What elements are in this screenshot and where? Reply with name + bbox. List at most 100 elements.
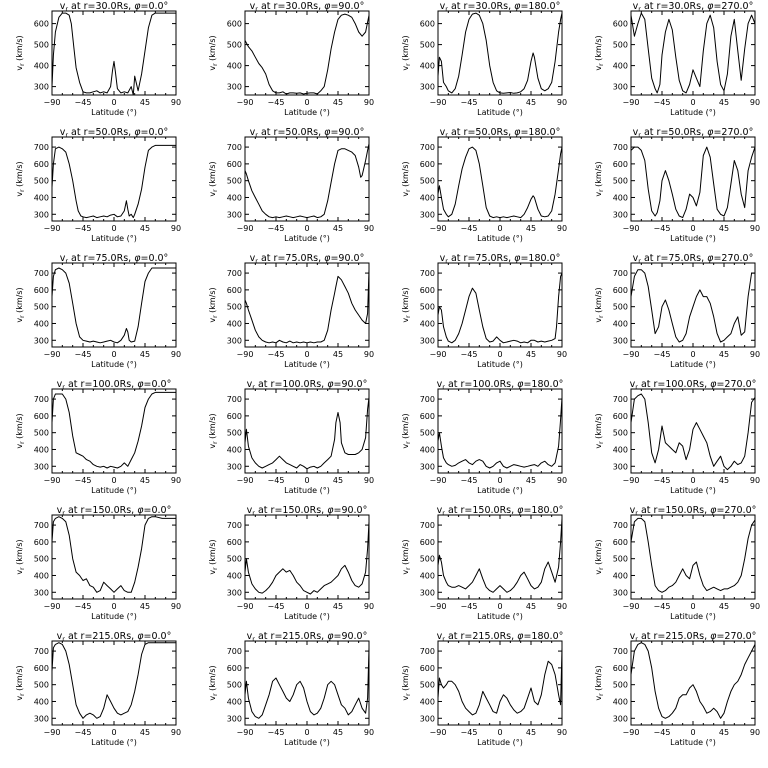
y-tick-label: 700 bbox=[34, 647, 49, 656]
x-tick-label: 0 bbox=[690, 728, 695, 737]
y-tick-label: 300 bbox=[227, 336, 242, 345]
x-tick-label: 90 bbox=[557, 602, 567, 611]
x-tick-label: 90 bbox=[750, 728, 760, 737]
x-tick-label: 90 bbox=[750, 98, 760, 107]
x-tick-label: 45 bbox=[719, 602, 729, 611]
y-tick-label: 600 bbox=[613, 538, 628, 547]
panel-r1-c2: vr at r=50.0Rs, φ=180.0° −90 −45 0 45 90 300 40… bbox=[401, 127, 567, 243]
x-tick-label: −45 bbox=[268, 224, 285, 233]
plot-frame bbox=[630, 262, 756, 348]
y-tick-label: 400 bbox=[227, 62, 242, 71]
series-line bbox=[630, 517, 756, 593]
panel-r0-c0: vr at r=30.0Rs, φ=0.0° −90 −45 0 45 90 300 400 5… bbox=[15, 1, 181, 117]
y-tick-label: 700 bbox=[613, 521, 628, 530]
x-tick-label: −90 bbox=[623, 476, 640, 485]
y-tick-label: 600 bbox=[34, 664, 49, 673]
y-tick-label: 300 bbox=[420, 714, 435, 723]
x-tick-label: −90 bbox=[623, 602, 640, 611]
panel-title: vr at r=100.0Rs, φ=90.0° bbox=[247, 379, 368, 391]
y-tick-label: 600 bbox=[34, 538, 49, 547]
y-tick-label: 300 bbox=[613, 462, 628, 471]
y-tick-label: 400 bbox=[227, 697, 242, 706]
x-tick-label: −45 bbox=[654, 350, 671, 359]
x-tick-label: −90 bbox=[44, 476, 61, 485]
x-tick-label: 90 bbox=[557, 476, 567, 485]
panel-r2-c0: vr at r=75.0Rs, φ=0.0° −90 −45 0 45 90 300 400 5… bbox=[15, 253, 181, 369]
y-tick-label: 300 bbox=[613, 336, 628, 345]
y-tick-label: 300 bbox=[34, 588, 49, 597]
series-line bbox=[437, 397, 563, 469]
y-tick-label: 400 bbox=[613, 571, 628, 580]
x-tick-label: −45 bbox=[654, 728, 671, 737]
y-tick-label: 700 bbox=[420, 395, 435, 404]
x-tick-label: 45 bbox=[140, 98, 150, 107]
x-tick-label: −90 bbox=[237, 476, 254, 485]
x-axis-label: Latitude (°) bbox=[670, 360, 716, 369]
x-tick-label: 0 bbox=[690, 602, 695, 611]
series-line bbox=[244, 397, 370, 470]
panel-r2-c2: vr at r=75.0Rs, φ=180.0° −90 −45 0 45 90 300 40… bbox=[401, 253, 567, 369]
y-tick-label: 400 bbox=[420, 62, 435, 71]
x-axis-label: Latitude (°) bbox=[670, 612, 716, 621]
y-tick-label: 400 bbox=[227, 445, 242, 454]
y-axis-label: vr (km/s) bbox=[401, 413, 412, 448]
x-tick-label: −45 bbox=[75, 224, 92, 233]
plot-frame bbox=[630, 136, 756, 222]
x-tick-label: 0 bbox=[304, 98, 309, 107]
x-tick-label: −90 bbox=[237, 728, 254, 737]
x-tick-label: 45 bbox=[333, 476, 343, 485]
plot-frame bbox=[437, 262, 563, 348]
y-tick-label: 600 bbox=[420, 160, 435, 169]
x-axis-label: Latitude (°) bbox=[477, 234, 523, 243]
x-axis-label: Latitude (°) bbox=[670, 234, 716, 243]
y-tick-label: 500 bbox=[34, 555, 49, 564]
x-tick-label: 45 bbox=[140, 728, 150, 737]
y-tick-label: 700 bbox=[613, 269, 628, 278]
y-axis-label: vr (km/s) bbox=[594, 161, 605, 196]
y-axis-label: vr (km/s) bbox=[401, 161, 412, 196]
y-tick-label: 600 bbox=[227, 664, 242, 673]
series-line bbox=[437, 12, 563, 94]
y-tick-label: 600 bbox=[227, 20, 242, 29]
x-tick-label: 0 bbox=[111, 728, 116, 737]
x-tick-label: 45 bbox=[526, 224, 536, 233]
plot-frame bbox=[244, 136, 370, 222]
y-tick-label: 300 bbox=[613, 714, 628, 723]
x-tick-label: 90 bbox=[750, 224, 760, 233]
y-tick-label: 400 bbox=[227, 319, 242, 328]
series-line bbox=[244, 13, 370, 95]
x-tick-label: −45 bbox=[268, 728, 285, 737]
panel-r5-c1: vr at r=215.0Rs, φ=90.0° −90 −45 0 45 90 300 40… bbox=[208, 631, 374, 747]
y-axis-label: vr (km/s) bbox=[401, 35, 412, 70]
x-tick-label: 45 bbox=[140, 476, 150, 485]
x-tick-label: 0 bbox=[111, 476, 116, 485]
y-tick-label: 300 bbox=[420, 462, 435, 471]
x-tick-label: 90 bbox=[171, 224, 181, 233]
y-tick-label: 500 bbox=[420, 555, 435, 564]
panel-r3-c3: vr at r=100.0Rs, φ=270.0° −90 −45 0 45 90 300 4… bbox=[594, 379, 760, 495]
y-tick-label: 500 bbox=[227, 681, 242, 690]
y-tick-label: 600 bbox=[613, 664, 628, 673]
y-tick-label: 300 bbox=[227, 210, 242, 219]
panel-r3-c0: vr at r=100.0Rs, φ=0.0° −90 −45 0 45 90 300 400… bbox=[15, 379, 181, 495]
panel-title: vr at r=50.0Rs, φ=0.0° bbox=[60, 127, 169, 139]
y-axis-label: vr (km/s) bbox=[208, 539, 219, 574]
y-axis-label: vr (km/s) bbox=[15, 161, 26, 196]
plot-frame bbox=[51, 388, 177, 474]
x-axis-label: Latitude (°) bbox=[477, 360, 523, 369]
x-tick-label: −45 bbox=[654, 602, 671, 611]
y-tick-label: 300 bbox=[420, 83, 435, 92]
y-tick-label: 400 bbox=[420, 319, 435, 328]
y-tick-label: 700 bbox=[227, 647, 242, 656]
x-tick-label: 45 bbox=[140, 224, 150, 233]
series-line bbox=[51, 144, 176, 219]
x-tick-label: 45 bbox=[333, 98, 343, 107]
x-axis-label: Latitude (°) bbox=[284, 108, 330, 117]
y-tick-label: 500 bbox=[613, 681, 628, 690]
panel-r4-c2: vr at r=150.0Rs, φ=180.0° −90 −45 0 45 90 300 4… bbox=[401, 505, 567, 621]
x-tick-label: −45 bbox=[654, 476, 671, 485]
y-tick-label: 600 bbox=[613, 286, 628, 295]
x-tick-label: −45 bbox=[75, 728, 92, 737]
panel-r0-c3: vr at r=30.0Rs, φ=270.0° −90 −45 0 45 90 300 40… bbox=[594, 1, 760, 117]
x-tick-label: −90 bbox=[44, 350, 61, 359]
